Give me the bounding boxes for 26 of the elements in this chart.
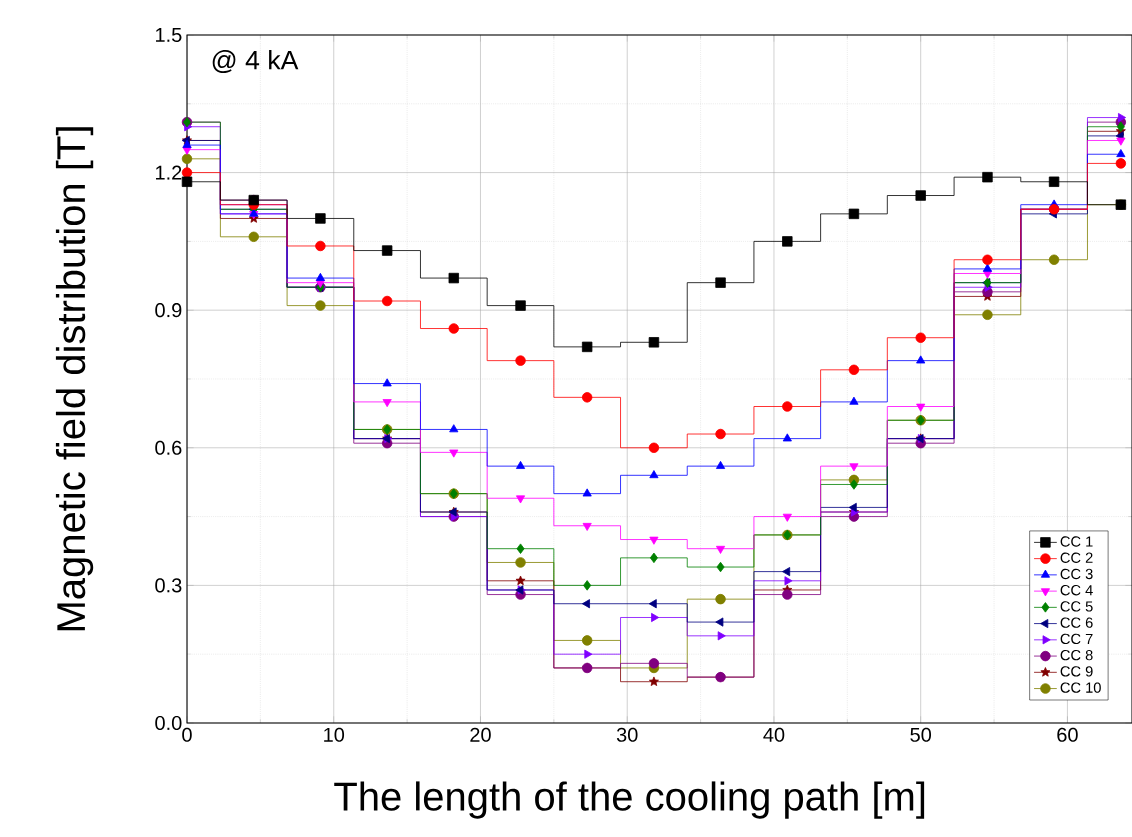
y-tick-label: 0.6 [155,440,182,455]
legend-label: CC 7 [1060,633,1093,645]
legend-label: CC 8 [1060,649,1093,661]
x-tick-label: 30 [616,727,638,742]
legend-label: CC 9 [1060,666,1093,677]
x-tick-label: 0 [182,727,192,742]
legend-label: CC 4 [1060,585,1093,596]
legend-label: CC 1 [1060,536,1093,547]
x-tick-label: 40 [763,727,785,742]
legend-label: CC 10 [1060,682,1101,693]
legend-label: CC 5 [1060,601,1093,612]
y-tick-label: 1.5 [156,28,182,42]
y-tick-label: 1.2 [156,165,182,180]
x-tick-label: 50 [910,727,932,742]
legend-label: CC 6 [1060,617,1093,628]
x-axis-title: The length of the cooling path [m] [334,781,925,819]
y-axis-title: Magnetic field distribution [T] [55,127,94,631]
y-tick-label: 0.9 [155,303,182,318]
legend-label: CC 3 [1060,568,1093,580]
x-tick-label: 60 [1057,727,1078,742]
y-tick-label: 0.3 [155,578,182,593]
annotation: @ 4 kA [212,50,299,74]
x-tick-label: 20 [470,727,491,742]
x-tick-label: 10 [324,727,345,742]
y-tick-label: 0.0 [155,715,182,731]
legend-label: CC 2 [1060,552,1093,563]
